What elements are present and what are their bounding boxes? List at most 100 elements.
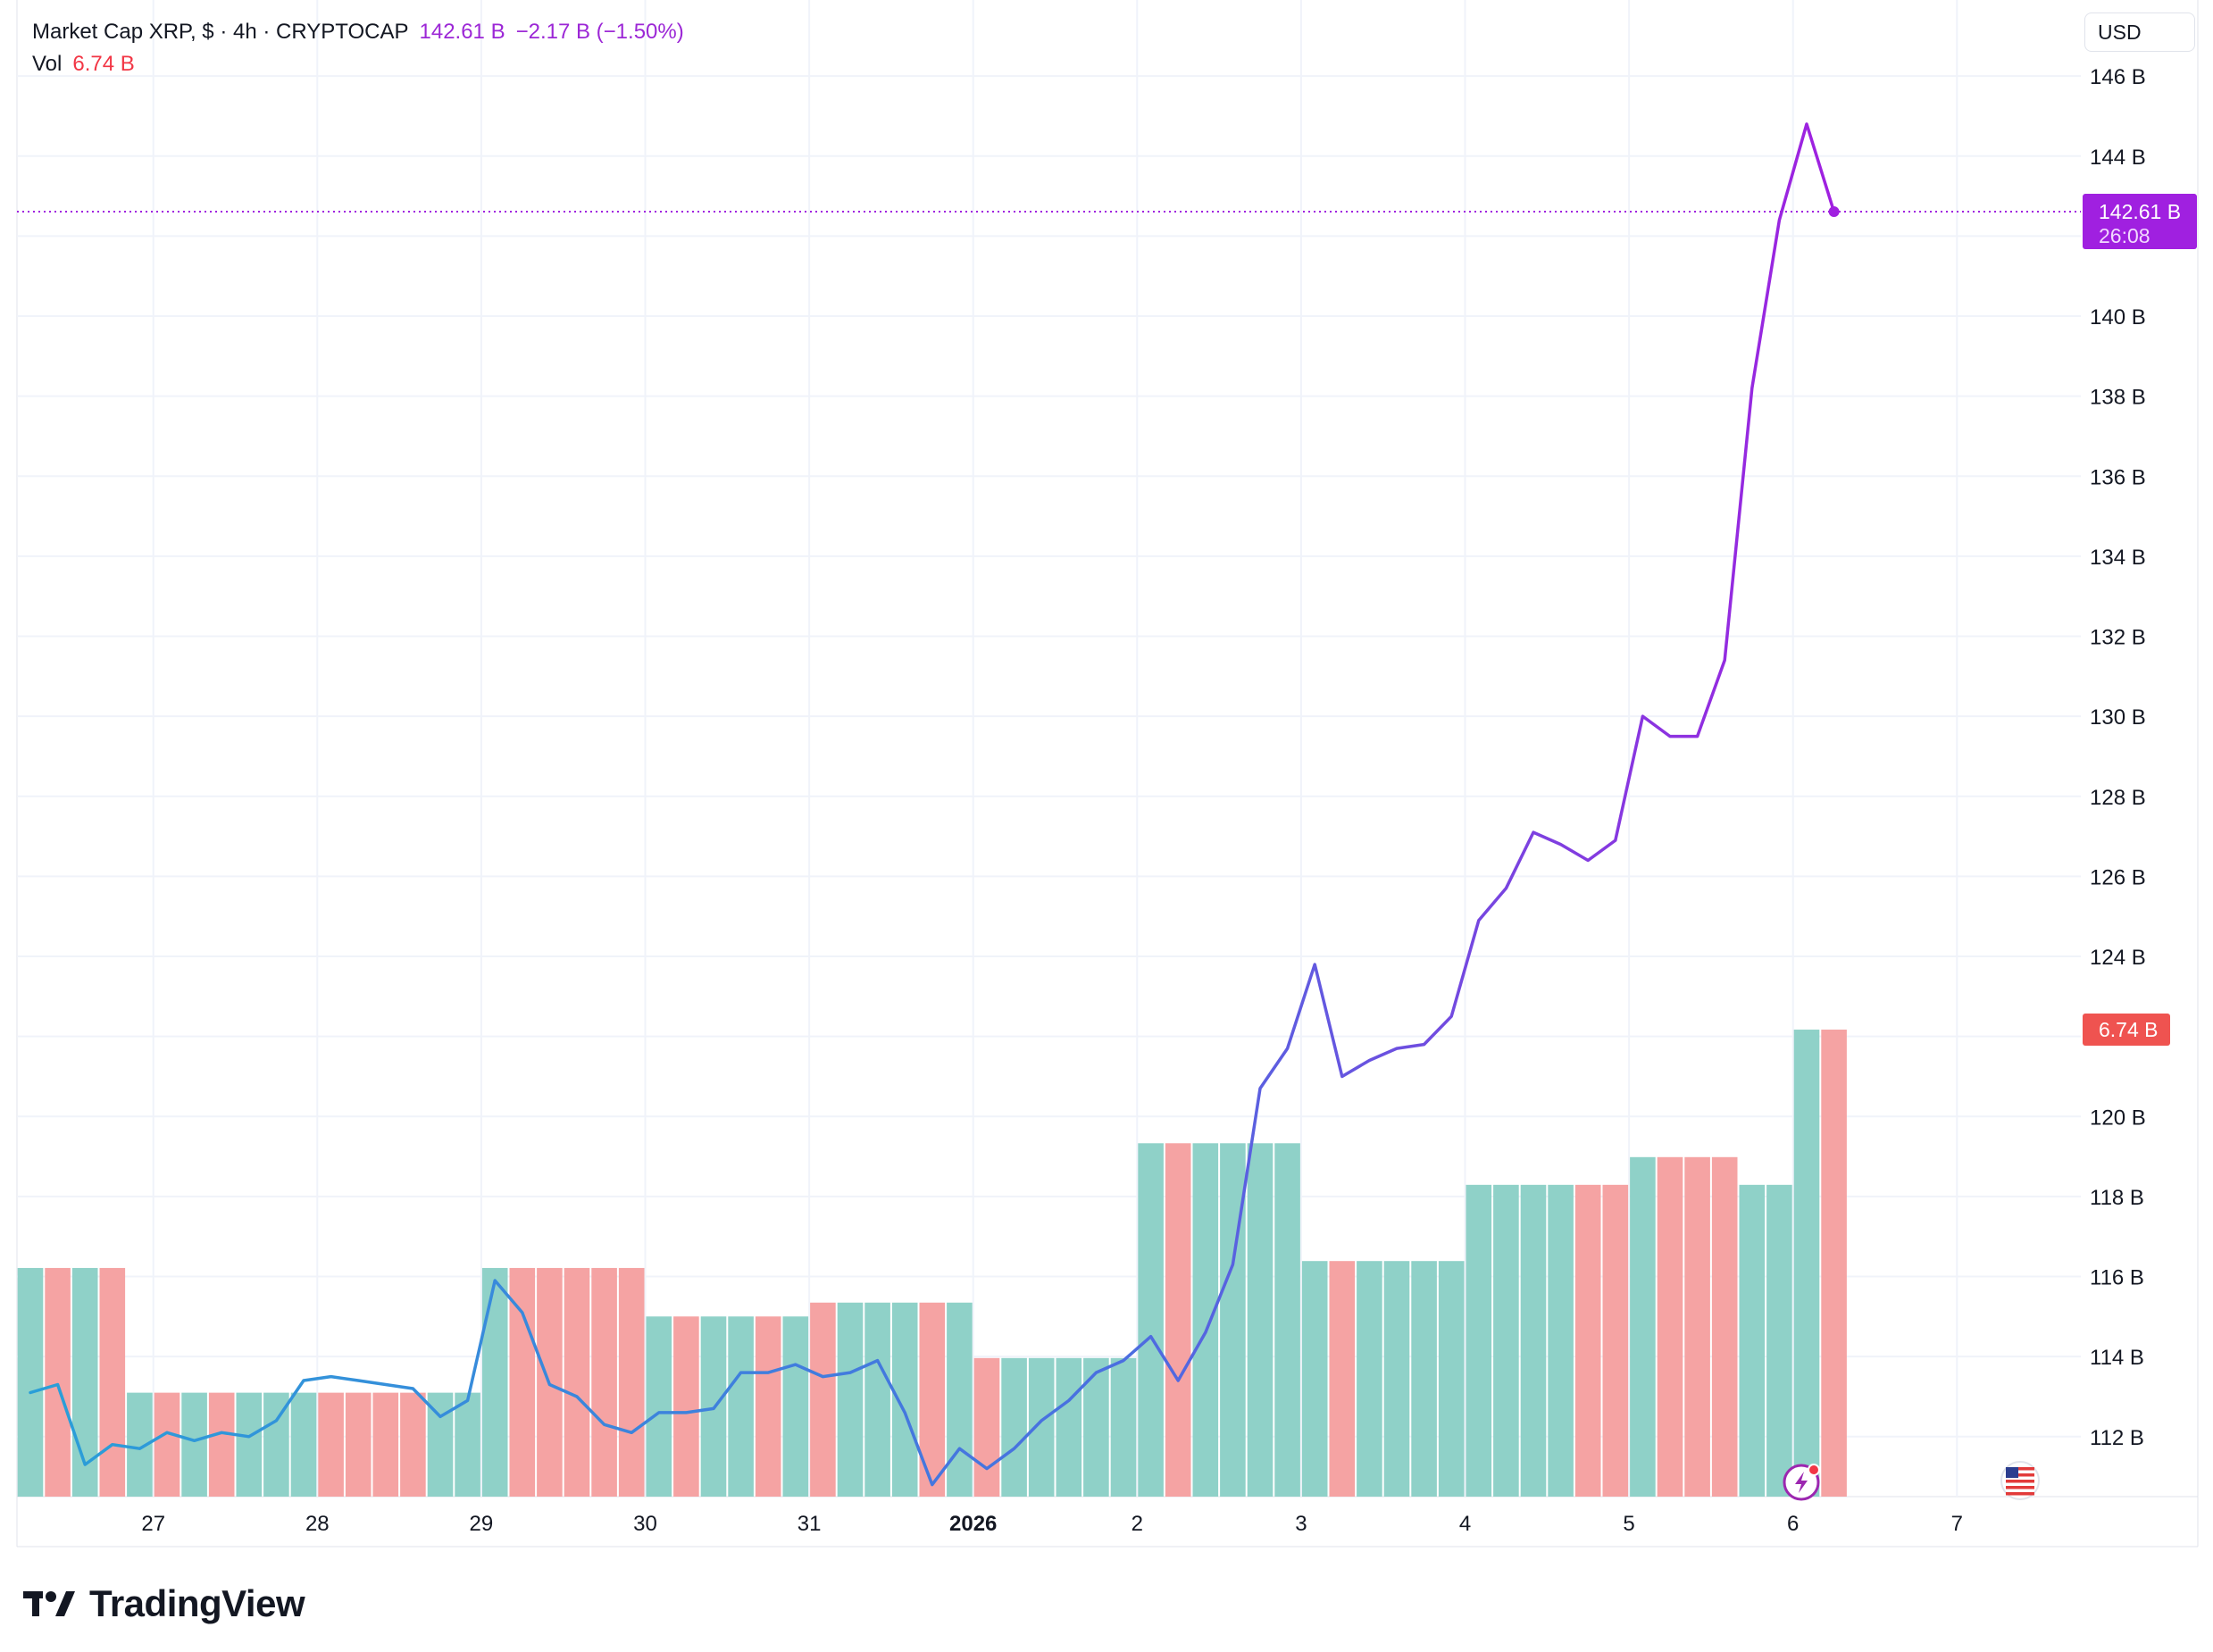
volume-bar[interactable]	[973, 1357, 1000, 1497]
volume-bar[interactable]	[1056, 1357, 1082, 1497]
volume-bar[interactable]	[618, 1267, 645, 1497]
volume-bar[interactable]	[1766, 1184, 1792, 1497]
volume-bar[interactable]	[236, 1392, 263, 1497]
last-price-dot[interactable]	[1828, 206, 1840, 218]
price-tick-label: 132 B	[2090, 626, 2146, 650]
volume-bar[interactable]	[1411, 1261, 1437, 1497]
volume-bar[interactable]	[1657, 1156, 1683, 1497]
volume-bar[interactable]	[864, 1302, 890, 1497]
flag-stripe	[2006, 1467, 2034, 1471]
legend-last-value: 142.61 B	[419, 20, 505, 44]
volume-bar[interactable]	[947, 1302, 973, 1497]
price-tick-label: 140 B	[2090, 305, 2146, 330]
volume-bar[interactable]	[154, 1392, 180, 1497]
volume-bar[interactable]	[1110, 1357, 1137, 1497]
volume-bar[interactable]	[372, 1392, 399, 1497]
date-tick-label[interactable]: 31	[798, 1512, 822, 1536]
volume-bar[interactable]	[1574, 1184, 1601, 1497]
volume-bar[interactable]	[1138, 1143, 1164, 1497]
volume-bar[interactable]	[290, 1392, 317, 1497]
volume-bar[interactable]	[755, 1316, 781, 1497]
price-tick-label: 126 B	[2090, 865, 2146, 889]
legend-main-row: Market Cap XRP, $ · 4h · CRYPTOCAP 142.6…	[32, 16, 684, 48]
volume-bar[interactable]	[1520, 1184, 1547, 1497]
date-tick-label[interactable]: 2026	[949, 1512, 997, 1536]
volume-bar[interactable]	[591, 1267, 617, 1497]
date-tick-label[interactable]: 29	[470, 1512, 494, 1536]
date-tick-label[interactable]: 28	[305, 1512, 330, 1536]
volume-bar[interactable]	[782, 1316, 809, 1497]
volume-bar[interactable]	[1493, 1184, 1519, 1497]
volume-bar[interactable]	[1083, 1357, 1109, 1497]
volume-bar[interactable]	[1220, 1143, 1246, 1497]
volume-badge[interactable]	[2083, 1014, 2170, 1047]
legend-volume-label[interactable]: Vol	[32, 52, 63, 76]
volume-bar[interactable]	[891, 1302, 918, 1497]
price-badge[interactable]	[2083, 194, 2197, 250]
volume-bar[interactable]	[45, 1267, 71, 1497]
date-tick-label[interactable]: 4	[1459, 1512, 1471, 1536]
volume-bar[interactable]	[1739, 1184, 1766, 1497]
date-tick-label[interactable]: 2	[1132, 1512, 1143, 1536]
volume-bar[interactable]	[1383, 1261, 1410, 1497]
volume-bar[interactable]	[1602, 1184, 1629, 1497]
date-tick-label[interactable]: 30	[633, 1512, 657, 1536]
volume-bar[interactable]	[99, 1267, 126, 1497]
volume-bar[interactable]	[1466, 1184, 1492, 1497]
volume-bar[interactable]	[1001, 1357, 1027, 1497]
flag-stripe	[2006, 1480, 2034, 1483]
flag-canton	[2006, 1467, 2018, 1478]
tradingview-brand[interactable]: TradingView	[21, 1582, 305, 1625]
price-line[interactable]	[29, 122, 1836, 1487]
volume-bar[interactable]	[318, 1392, 344, 1497]
volume-bar[interactable]	[673, 1316, 699, 1497]
volume-bar[interactable]	[1630, 1156, 1656, 1497]
volume-bar[interactable]	[1821, 1030, 1847, 1497]
volume-bar[interactable]	[1301, 1261, 1328, 1497]
price-tick-label: 130 B	[2090, 705, 2146, 730]
volume-bar[interactable]	[1192, 1143, 1219, 1497]
volume-bar[interactable]	[810, 1302, 836, 1497]
volume-bar[interactable]	[1438, 1261, 1465, 1497]
price-tick-label: 144 B	[2090, 146, 2146, 170]
volume-bar[interactable]	[17, 1267, 44, 1497]
volume-bar[interactable]	[455, 1392, 480, 1497]
volume-bar[interactable]	[919, 1302, 946, 1497]
volume-bar[interactable]	[1028, 1357, 1055, 1497]
volume-bar[interactable]	[509, 1267, 536, 1497]
currency-button[interactable]: USD	[2084, 13, 2195, 52]
price-badge-value: 142.61 B	[2099, 200, 2181, 223]
volume-bar[interactable]	[400, 1392, 426, 1497]
volume-bar[interactable]	[208, 1392, 235, 1497]
price-tick-label: 118 B	[2090, 1186, 2144, 1210]
volume-bar[interactable]	[837, 1302, 864, 1497]
volume-bar[interactable]	[646, 1316, 672, 1497]
price-badge-countdown: 26:08	[2099, 224, 2150, 247]
price-tick-label: 114 B	[2090, 1346, 2144, 1370]
volume-bar[interactable]	[481, 1267, 508, 1497]
date-tick-label[interactable]: 6	[1787, 1512, 1799, 1536]
volume-bar[interactable]	[1548, 1184, 1574, 1497]
volume-bar[interactable]	[1274, 1143, 1300, 1497]
volume-bar[interactable]	[345, 1392, 372, 1497]
volume-bar[interactable]	[1247, 1143, 1274, 1497]
lightning-badge-dot	[1808, 1464, 1820, 1476]
legend-change: −2.17 B (−1.50%)	[515, 20, 684, 44]
volume-bar[interactable]	[564, 1267, 590, 1497]
volume-bar[interactable]	[1684, 1156, 1710, 1497]
legend-symbol[interactable]: Market Cap XRP, $ · 4h · CRYPTOCAP	[32, 20, 409, 44]
volume-bar[interactable]	[1793, 1030, 1820, 1497]
volume-bar[interactable]	[1165, 1143, 1191, 1497]
date-tick-label[interactable]: 3	[1295, 1512, 1307, 1536]
date-tick-label[interactable]: 27	[141, 1512, 165, 1536]
date-tick-label[interactable]: 5	[1623, 1512, 1634, 1536]
volume-bar[interactable]	[728, 1316, 754, 1497]
volume-bar[interactable]	[1711, 1156, 1738, 1497]
date-tick-label[interactable]: 7	[1951, 1512, 1963, 1536]
volume-bar[interactable]	[1357, 1261, 1382, 1497]
tradingview-wordmark: TradingView	[89, 1582, 305, 1624]
legend-volume-row: Vol 6.74 B	[32, 48, 684, 80]
volume-bar[interactable]	[1329, 1261, 1356, 1497]
volume-bar[interactable]	[181, 1392, 207, 1497]
